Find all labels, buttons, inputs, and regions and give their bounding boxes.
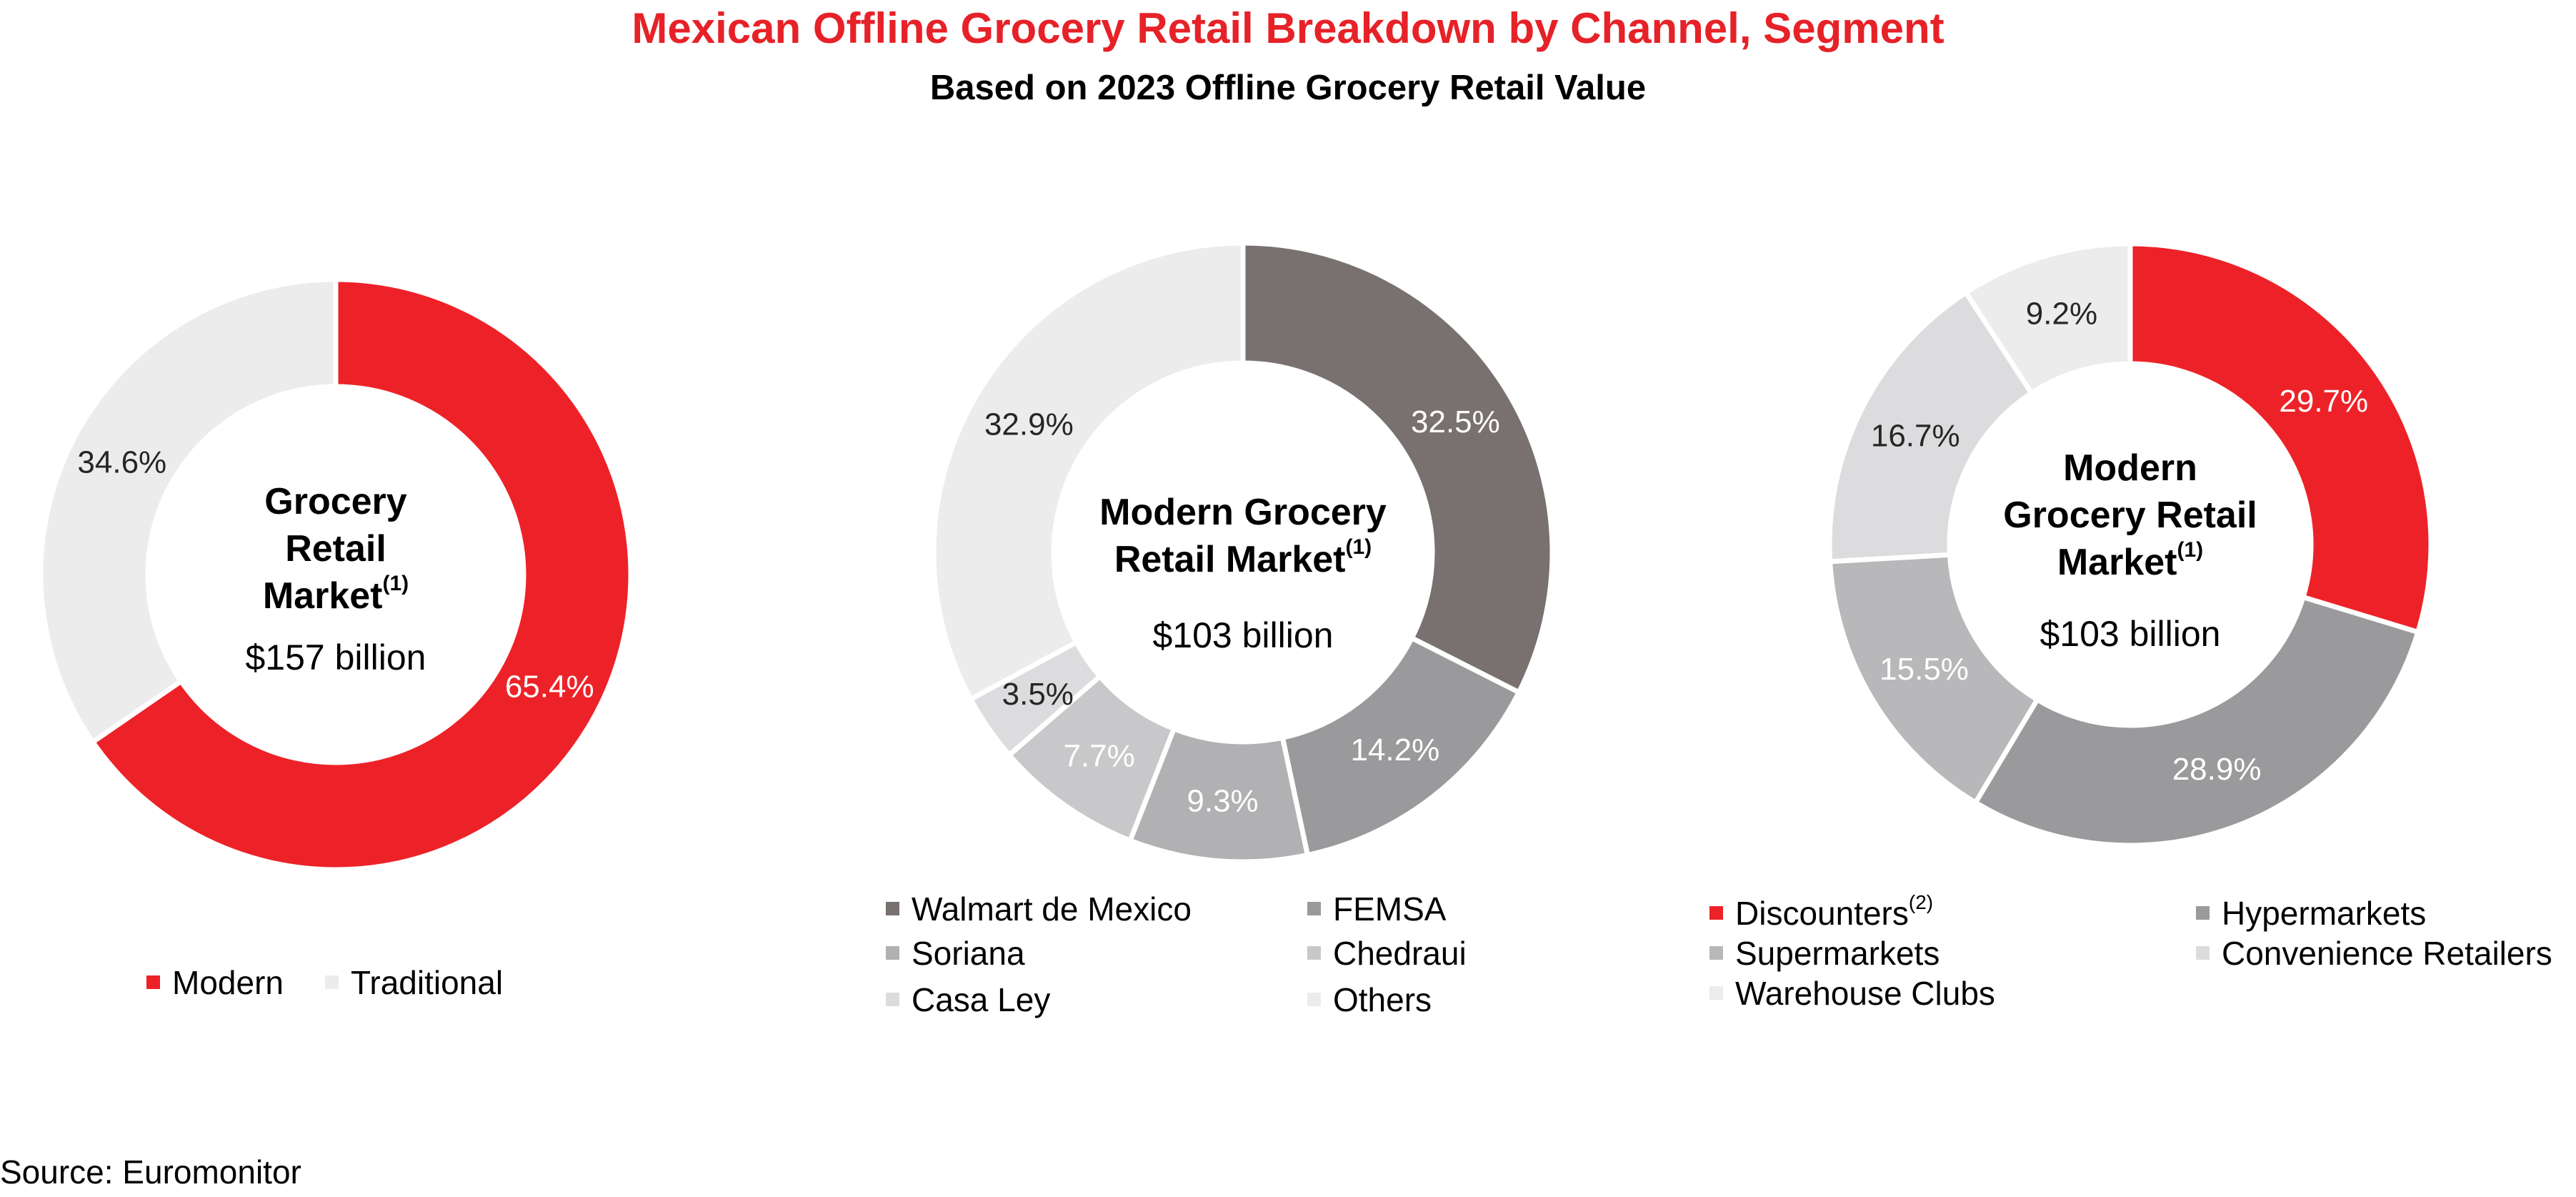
donut-chart-2: 32.5% 14.2% 9.3% 7.7% 3.5% 32.9% Modern Grocer… xyxy=(886,240,1555,1018)
legend-3: Discounters(2) Hypermarkets Supermarkets Co… xyxy=(1709,891,2552,1012)
slice-label: 3.5% xyxy=(1002,677,1074,712)
legend-swatch xyxy=(1307,902,1321,915)
legend-item: Casa Ley xyxy=(886,981,1050,1018)
slice-femsa xyxy=(1279,635,1522,858)
legend-item: Others xyxy=(1307,981,1432,1018)
legend-label: Discounters(2) xyxy=(1735,891,1933,933)
slice-label: 7.7% xyxy=(1063,739,1134,774)
center-title-superscript: (1) xyxy=(382,572,409,595)
legend-swatch xyxy=(1307,993,1321,1006)
legend-swatch xyxy=(886,902,899,915)
slice-label: 14.2% xyxy=(1350,732,1439,768)
slice-label: 29.7% xyxy=(2279,384,2368,419)
source-note: Source: Euromonitor xyxy=(0,1153,301,1191)
legend-label: FEMSA xyxy=(1333,890,1447,928)
slice-label: 34.6% xyxy=(77,444,166,480)
legend-swatch xyxy=(886,993,899,1006)
legend-swatch xyxy=(146,975,160,989)
legend-superscript: (2) xyxy=(1909,891,1933,913)
donut-chart-3: 29.7% 28.9% 15.5% 16.7% 9.2% Modern Grocery Re… xyxy=(1709,241,2552,1012)
legend-item: Convenience Retailers xyxy=(2196,935,2552,972)
center-title-line: Grocery xyxy=(264,481,407,522)
legend-label: Convenience Retailers xyxy=(2222,935,2552,972)
slice-walmart-de-mexico xyxy=(1240,240,1555,696)
legend-item: Warehouse Clubs xyxy=(1709,975,1995,1012)
page-subtitle: Based on 2023 Offline Grocery Retail Val… xyxy=(929,69,1647,107)
legend-item: Modern xyxy=(146,964,284,1001)
legend-item: Discounters(2) xyxy=(1709,891,1933,933)
center-title-line: Market(1) xyxy=(263,572,409,617)
legend-label: Walmart de Mexico xyxy=(912,890,1192,928)
legend-swatch xyxy=(2196,906,2210,920)
legend-item: Soriana xyxy=(886,935,1025,972)
legend-label: Supermarkets xyxy=(1735,935,1940,972)
center-title-line: Retail Market(1) xyxy=(1114,535,1372,581)
slice-convenience-retailers xyxy=(1827,289,2035,565)
legend-label: Soriana xyxy=(912,935,1025,972)
center-value: $103 billion xyxy=(1153,615,1334,655)
legend-label: Casa Ley xyxy=(912,981,1050,1018)
legend-item: Walmart de Mexico xyxy=(886,890,1192,928)
slice-label: 16.7% xyxy=(1871,418,1960,453)
legend-swatch xyxy=(1307,946,1321,960)
center-title-line: Market(1) xyxy=(2057,538,2203,584)
slice-label: 9.2% xyxy=(2026,296,2097,331)
center-title-line: Retail xyxy=(285,528,386,570)
slice-label: 65.4% xyxy=(505,670,594,705)
slice-modern xyxy=(89,277,634,873)
legend-label: Others xyxy=(1333,981,1432,1018)
slice-hypermarkets xyxy=(1972,594,2422,848)
legend-item: Hypermarkets xyxy=(2196,895,2426,932)
slice-label: 9.3% xyxy=(1187,783,1258,818)
center-title-line: Modern Grocery xyxy=(1099,492,1387,533)
legend-swatch xyxy=(1709,946,1723,960)
legend-label: Traditional xyxy=(351,964,503,1001)
slice-warehouse-clubs xyxy=(1962,241,2133,397)
legend-item: Supermarkets xyxy=(1709,935,1940,972)
center-value: $103 billion xyxy=(2040,614,2221,654)
slice-others xyxy=(931,240,1246,703)
legend-item: FEMSA xyxy=(1307,890,1447,928)
legend-item: Chedraui xyxy=(1307,935,1467,972)
legend-label: Warehouse Clubs xyxy=(1735,975,1995,1012)
legend-2: Walmart de Mexico FEMSA Soriana Chedraui Cas… xyxy=(886,890,1467,1018)
slice-label: 32.9% xyxy=(984,407,1074,442)
legend-swatch xyxy=(1709,906,1723,920)
page-title: Mexican Offline Grocery Retail Breakdown… xyxy=(631,4,1945,52)
legend-swatch xyxy=(886,946,899,960)
slice-label: 32.5% xyxy=(1411,404,1500,439)
legend-item: Traditional xyxy=(325,964,503,1001)
center-value: $157 billion xyxy=(246,637,426,677)
legend-label: Chedraui xyxy=(1333,935,1467,972)
slice-discounters xyxy=(2127,241,2434,635)
legend-1: Modern Traditional xyxy=(146,964,503,1001)
center-title-superscript: (1) xyxy=(2177,538,2203,562)
legend-swatch xyxy=(1709,986,1723,1000)
legend-swatch xyxy=(325,975,339,989)
slice-supermarkets xyxy=(1827,552,2041,806)
slice-label: 15.5% xyxy=(1879,652,1969,687)
center-title-line: Grocery Retail xyxy=(2003,495,2257,536)
center-title-line: Modern xyxy=(2063,447,2197,489)
legend-label: Hypermarkets xyxy=(2222,895,2426,932)
slice-traditional xyxy=(38,277,339,746)
legend-label: Modern xyxy=(172,964,284,1001)
center-title-superscript: (1) xyxy=(1346,535,1372,559)
slice-label: 28.9% xyxy=(2172,752,2262,787)
legend-swatch xyxy=(2196,946,2210,960)
